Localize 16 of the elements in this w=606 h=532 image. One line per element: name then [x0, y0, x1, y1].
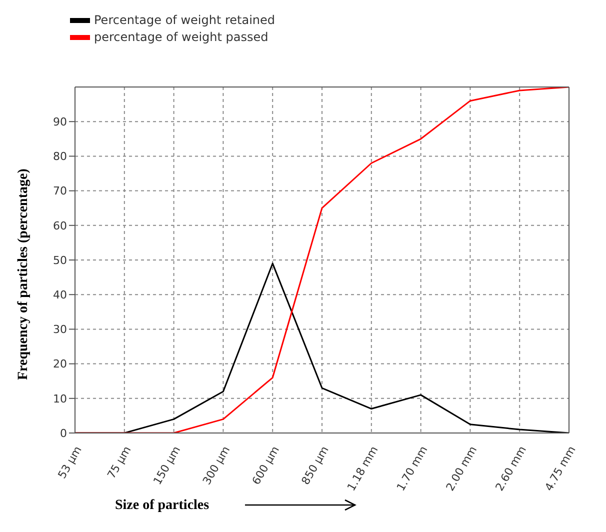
y-tick-label: 10 [53, 392, 67, 406]
y-tick-label: 40 [53, 288, 67, 302]
y-tick-label: 70 [53, 184, 67, 198]
y-tick-label: 30 [53, 323, 67, 336]
y-tick-label: 20 [53, 358, 67, 371]
y-tick-label: 50 [53, 254, 67, 267]
y-tick-label: 60 [53, 219, 67, 232]
y-tick-label: 0 [60, 426, 67, 440]
y-axis-title: Frequency of particles (percentage) [16, 168, 31, 380]
legend-label: Percentage of weight retained [93, 12, 276, 29]
y-tick-label: 90 [53, 116, 67, 129]
x-axis-title: Size of particles [115, 498, 210, 513]
y-tick-label: 80 [53, 150, 67, 164]
legend-label: percentage of weight passed [93, 29, 270, 46]
x-tick-label: 75 µm [104, 444, 134, 481]
x-tick-label: 53 µm [55, 444, 84, 481]
